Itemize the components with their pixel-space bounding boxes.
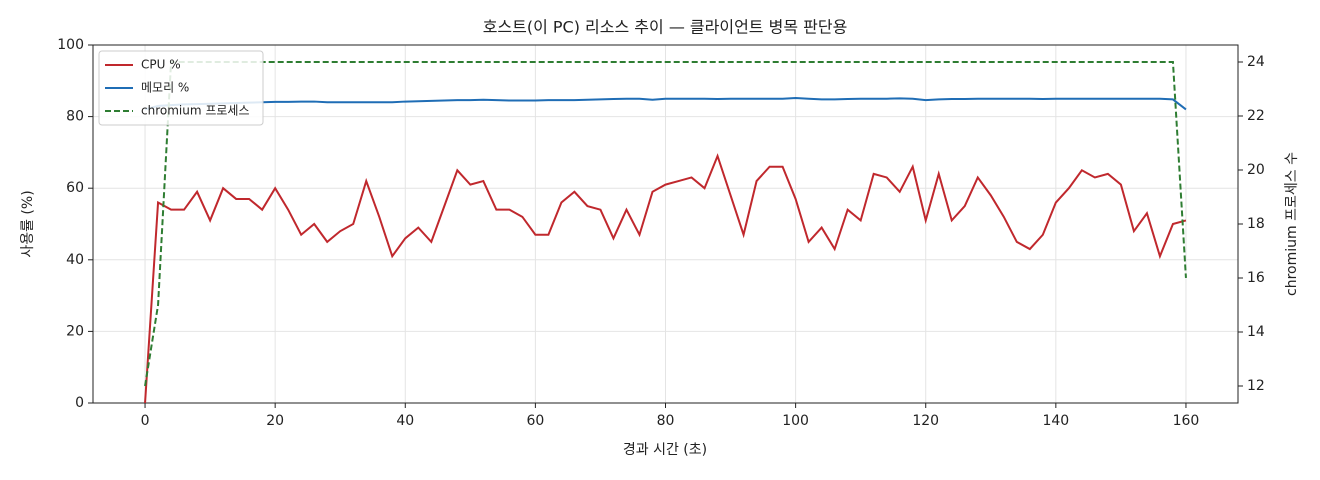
y2-tick-label: 12 <box>1247 378 1265 394</box>
legend-box <box>98 50 264 126</box>
plot-frame <box>92 44 1239 404</box>
y2-tick-label: 18 <box>1247 216 1265 232</box>
x-tick-label: 60 <box>526 413 544 429</box>
y-axis-label: 사용률 (%) <box>20 190 36 257</box>
x-tick-label: 160 <box>1173 413 1200 429</box>
y-tick-label: 60 <box>66 180 84 196</box>
x-tick-label: 140 <box>1042 413 1069 429</box>
y-tick-label: 100 <box>57 37 84 53</box>
x-tick-label: 120 <box>912 413 939 429</box>
chart-title: 호스트(이 PC) 리소스 추이 — 클라이언트 병목 판단용 <box>483 18 848 37</box>
x-tick-label: 100 <box>782 413 809 429</box>
x-tick-label: 80 <box>657 413 675 429</box>
legend-label: chromium 프로세스 <box>141 104 250 118</box>
y-tick-label: 40 <box>66 252 84 268</box>
y2-tick-label: 14 <box>1247 324 1265 340</box>
y2-tick-label: 16 <box>1247 270 1265 286</box>
y-tick-label: 80 <box>66 109 84 125</box>
series-line <box>144 96 1187 111</box>
legend-label: 메모리 % <box>141 81 189 95</box>
y-tick-label: 0 <box>75 395 84 411</box>
y2-axis-label: chromium 프로세스 수 <box>1284 152 1300 296</box>
x-tick-label: 0 <box>141 413 150 429</box>
y2-tick-label: 22 <box>1247 108 1265 124</box>
y2-tick-label: 20 <box>1247 162 1265 178</box>
legend-label: CPU % <box>141 58 181 72</box>
x-tick-label: 40 <box>396 413 414 429</box>
y2-tick-label: 24 <box>1247 54 1265 70</box>
x-tick-label: 20 <box>266 413 284 429</box>
y-tick-label: 20 <box>66 323 84 339</box>
x-axis-label: 경과 시간 (초) <box>623 442 707 458</box>
series-line <box>144 153 1187 404</box>
series-line <box>144 61 1187 387</box>
